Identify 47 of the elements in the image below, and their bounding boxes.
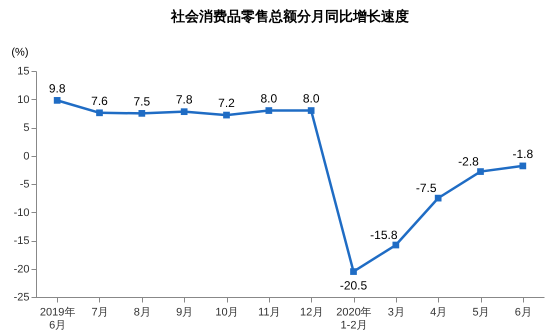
- text: 7.8: [176, 92, 193, 107]
- y-tick-label: -20: [14, 263, 30, 276]
- x-tick-label: 8月: [134, 306, 151, 318]
- point: [223, 112, 230, 118]
- y-axis-title: (%): [11, 46, 28, 58]
- point: [434, 194, 442, 202]
- text: 8.0: [260, 92, 278, 106]
- x-tick-label: 10月: [215, 306, 239, 318]
- point: [392, 242, 400, 248]
- y-tick-label: -15: [14, 235, 30, 247]
- x-tick-label: 2019年 6月: [40, 306, 76, 332]
- text: -20.5: [340, 278, 368, 293]
- text: 7.6: [91, 94, 108, 108]
- x-tick-label: 3月: [388, 306, 405, 318]
- point: [265, 107, 272, 114]
- point: [519, 162, 526, 170]
- y-tick-label: 10: [17, 94, 30, 106]
- x-tick-label: 2020年 1-2月: [336, 306, 372, 332]
- text: -7.5: [416, 181, 437, 196]
- x-tick-label: 4月: [430, 306, 448, 318]
- text: -15.8: [370, 228, 398, 242]
- y-tick-label: 15: [17, 66, 30, 78]
- x-tick-label: 11月: [258, 306, 281, 318]
- text: -1.8: [512, 146, 534, 161]
- text: 7.5: [133, 94, 150, 108]
- point: [54, 97, 61, 104]
- point: [308, 107, 315, 114]
- text: 7.2: [218, 96, 235, 110]
- y-tick-label: -25: [14, 292, 30, 304]
- y-tick-label: -5: [20, 178, 30, 190]
- text: 9.8: [48, 81, 66, 96]
- text: -2.8: [458, 154, 479, 169]
- chart-title: 社会消费品零售总额分月同比增长速度: [170, 8, 409, 24]
- point: [138, 110, 146, 117]
- point: [180, 108, 188, 116]
- x-tick-label: 5月: [472, 306, 490, 318]
- x-tick-label: 12月: [300, 306, 324, 318]
- x-tick-label: 7月: [91, 306, 109, 318]
- text: 8.0: [302, 92, 320, 106]
- y-tick-label: -10: [14, 206, 30, 219]
- x-tick-label: 9月: [176, 306, 194, 318]
- x-tick-label: 6月: [514, 306, 532, 318]
- point: [96, 109, 103, 116]
- point: [477, 168, 484, 175]
- y-tick-label: 5: [23, 122, 30, 134]
- y-tick-label: 0: [23, 150, 30, 162]
- point: [350, 268, 357, 275]
